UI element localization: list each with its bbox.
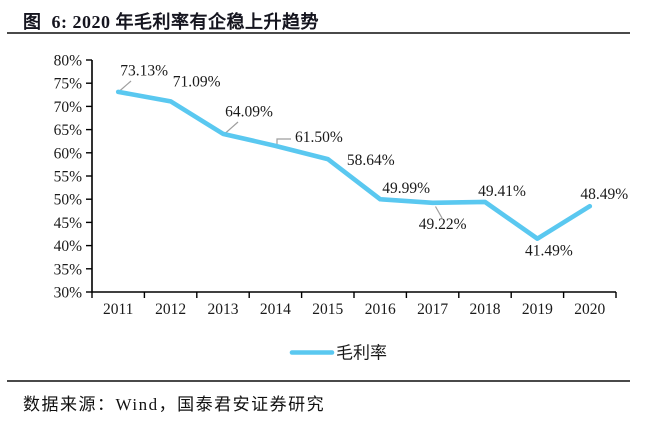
title-divider-line (7, 32, 630, 34)
x-axis-year-label: 2016 (365, 301, 396, 318)
y-axis-tick-label: 55% (54, 169, 83, 186)
data-point-label: 61.50% (295, 129, 343, 146)
data-label-leader-line (118, 80, 132, 92)
data-point-label: 73.13% (120, 62, 168, 79)
data-point-label: 58.64% (347, 152, 395, 169)
data-point-label: 49.41% (478, 183, 526, 200)
y-axis-tick-label: 30% (54, 285, 83, 302)
data-point-label: 49.99% (382, 180, 430, 197)
footer-divider-line (7, 380, 630, 382)
legend-label: 毛利率 (336, 344, 387, 363)
data-point-label: 64.09% (225, 103, 273, 120)
y-axis-tick-label: 70% (54, 99, 83, 116)
gross-margin-series-line (115, 89, 593, 241)
x-axis-year-label: 2020 (574, 301, 605, 318)
data-point-label: 49.22% (419, 216, 467, 233)
data-point-label: 48.49% (580, 186, 628, 203)
x-axis-year-label: 2015 (312, 301, 343, 318)
data-point-label: 71.09% (173, 73, 221, 90)
y-axis-tick-label: 35% (54, 261, 83, 278)
x-axis-year-label: 2017 (417, 301, 448, 318)
figure-title: 图 6: 2020 年毛利率有企稳上升趋势 (23, 12, 319, 32)
data-label-leader-line (224, 121, 239, 134)
x-axis-year-label: 2012 (155, 301, 186, 318)
data-label-leader-line (434, 206, 443, 219)
y-axis-tick-label: 65% (54, 122, 83, 139)
y-axis-tick-label: 40% (54, 238, 83, 255)
x-axis-year-label: 2014 (260, 301, 291, 318)
gross-margin-line-chart: 30% 35% 40% 45% 50% 55% 60% 65% 70% 75% 80% 2011 201… (54, 53, 629, 363)
x-axis-year-label: 2019 (522, 301, 553, 318)
y-axis-tick-label: 80% (54, 53, 83, 70)
data-label-leader-line (276, 138, 291, 146)
y-axis-tick-label: 50% (54, 192, 83, 209)
data-source-note: 数据来源：Wind，国泰君安证券研究 (23, 395, 326, 414)
y-axis-tick-label: 60% (54, 145, 83, 162)
x-axis-year-label: 2011 (103, 301, 133, 318)
data-point-label: 41.49% (525, 243, 573, 260)
x-axis-year-label: 2013 (208, 301, 239, 318)
y-axis-tick-label: 75% (54, 76, 83, 93)
y-axis-tick-label: 45% (54, 215, 83, 232)
x-axis-year-label: 2018 (470, 301, 501, 318)
